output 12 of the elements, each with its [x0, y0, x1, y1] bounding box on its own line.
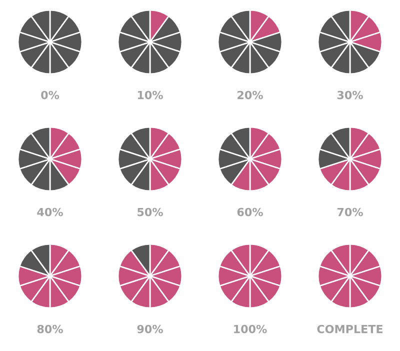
text: 80% [37, 324, 63, 334]
text: 70% [337, 208, 363, 216]
text: COMPLETE [317, 324, 383, 334]
text: 10% [138, 90, 163, 100]
text: 60% [237, 208, 263, 216]
text: 20% [238, 90, 263, 100]
text: 50% [138, 208, 163, 216]
text: 30% [337, 90, 363, 100]
text: 0% [41, 90, 60, 100]
text: 40% [37, 208, 63, 216]
text: 90% [137, 324, 163, 334]
text: 100% [234, 324, 267, 334]
